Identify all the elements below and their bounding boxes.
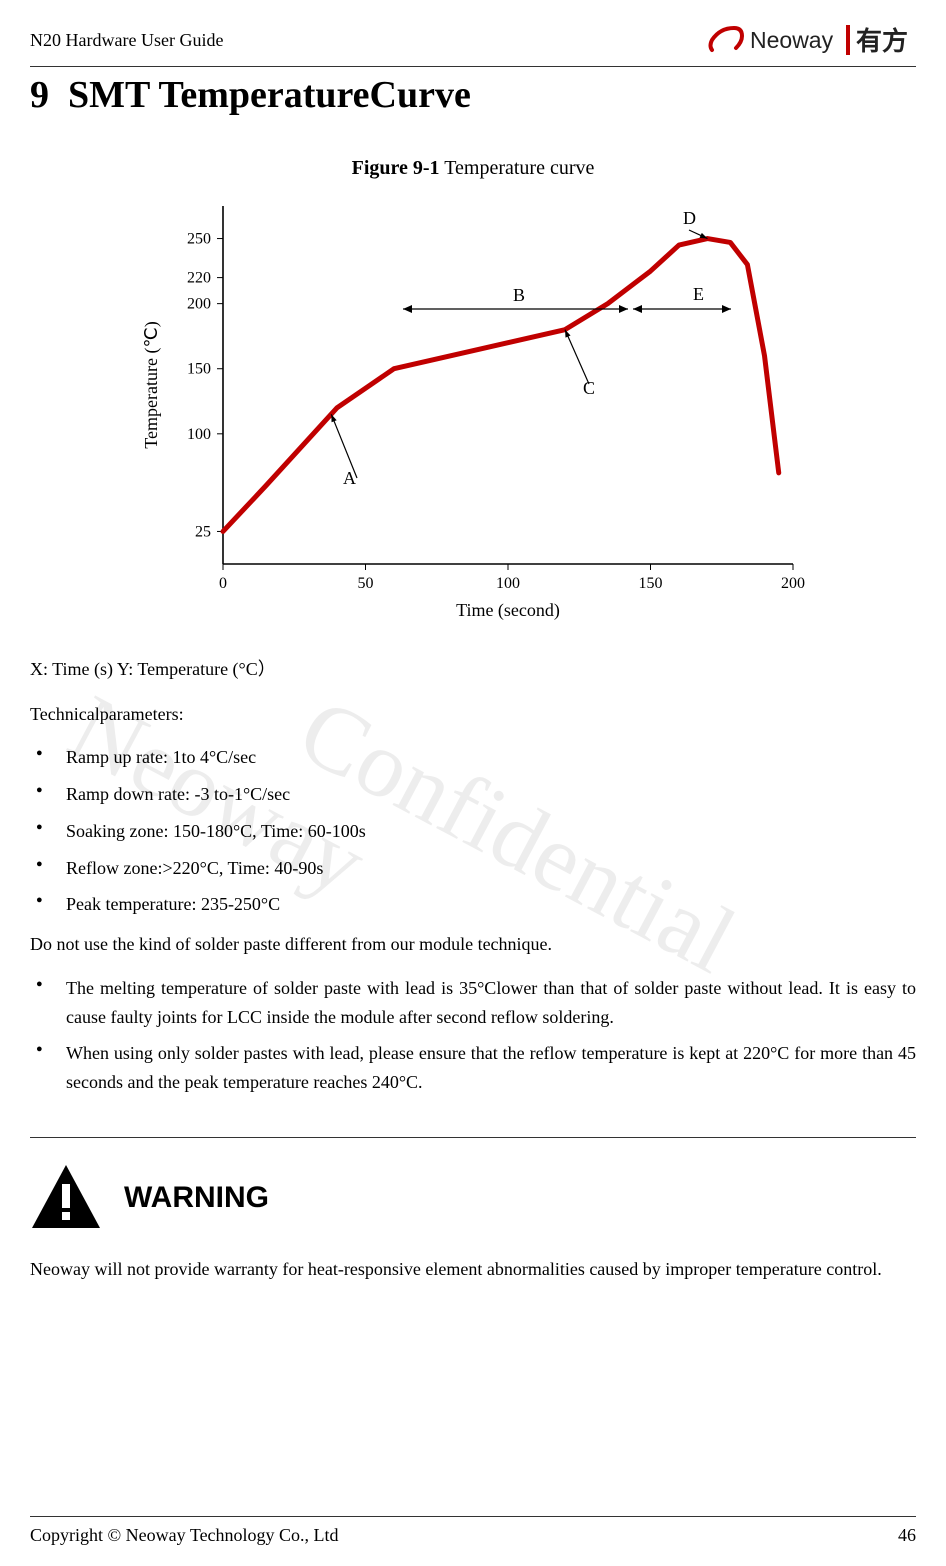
page-footer: Copyright © Neoway Technology Co., Ltd 4… [30, 1516, 916, 1546]
figure-caption-text: Temperature curve [440, 157, 595, 179]
svg-text:100: 100 [187, 426, 211, 443]
svg-text:250: 250 [187, 231, 211, 248]
warning-label: WARNING [124, 1181, 269, 1215]
footer-rule [30, 1516, 916, 1517]
figure-caption: Figure 9-1 Temperature curve [30, 157, 916, 180]
param-item: Ramp up rate: 1to 4°C/sec [30, 743, 916, 772]
svg-text:D: D [683, 208, 696, 228]
neoway-logo: Neoway 有方 [706, 20, 916, 60]
note-item: When using only solder pastes with lead,… [30, 1039, 916, 1097]
svg-text:B: B [513, 285, 525, 305]
page-number: 46 [898, 1525, 916, 1546]
warning-icon [30, 1162, 102, 1234]
svg-text:0: 0 [219, 575, 227, 592]
params-heading: Technicalparameters: [30, 699, 916, 730]
svg-text:200: 200 [187, 296, 211, 313]
svg-text:Temperature (℃): Temperature (℃) [141, 321, 162, 448]
temperature-curve-chart: 0 50 100 150 200 25 100 150 200 220 250 Time (secon… [133, 194, 813, 624]
svg-text:E: E [693, 284, 704, 304]
svg-text:25: 25 [195, 523, 211, 540]
figure-caption-prefix: Figure 9-1 [352, 157, 440, 179]
svg-text:Neoway: Neoway [750, 27, 834, 53]
params-list: Ramp up rate: 1to 4°C/sec Ramp down rate… [30, 743, 916, 919]
svg-text:A: A [343, 468, 356, 488]
svg-text:50: 50 [358, 575, 374, 592]
doc-title: N20 Hardware User Guide [30, 30, 223, 51]
svg-text:Time (second): Time (second) [456, 600, 560, 621]
axis-note: X: Time (s) Y: Temperature (°C） [30, 654, 916, 685]
svg-text:200: 200 [781, 575, 805, 592]
note-line: Do not use the kind of solder paste diff… [30, 929, 916, 960]
param-item: Peak temperature: 235-250°C [30, 890, 916, 919]
section-num: 9 [30, 74, 49, 116]
section-heading: 9 SMT TemperatureCurve [30, 73, 916, 117]
svg-text:150: 150 [639, 575, 663, 592]
svg-text:有方: 有方 [856, 26, 908, 56]
warning-top-rule [30, 1137, 916, 1138]
warning-text: Neoway will not provide warranty for hea… [30, 1254, 916, 1285]
param-item: Soaking zone: 150-180°C, Time: 60-100s [30, 817, 916, 846]
note-item: The melting temperature of solder paste … [30, 974, 916, 1032]
notes-list: The melting temperature of solder paste … [30, 974, 916, 1097]
section-title: SMT TemperatureCurve [68, 74, 471, 116]
param-item: Reflow zone:>220°C, Time: 40-90s [30, 854, 916, 883]
param-item: Ramp down rate: -3 to-1°C/sec [30, 780, 916, 809]
page-header: N20 Hardware User Guide Neoway 有方 [30, 20, 916, 67]
copyright: Copyright © Neoway Technology Co., Ltd [30, 1525, 339, 1546]
svg-text:C: C [583, 378, 595, 398]
svg-text:220: 220 [187, 270, 211, 287]
svg-text:100: 100 [496, 575, 520, 592]
svg-text:150: 150 [187, 361, 211, 378]
warning-header: WARNING [30, 1162, 916, 1234]
